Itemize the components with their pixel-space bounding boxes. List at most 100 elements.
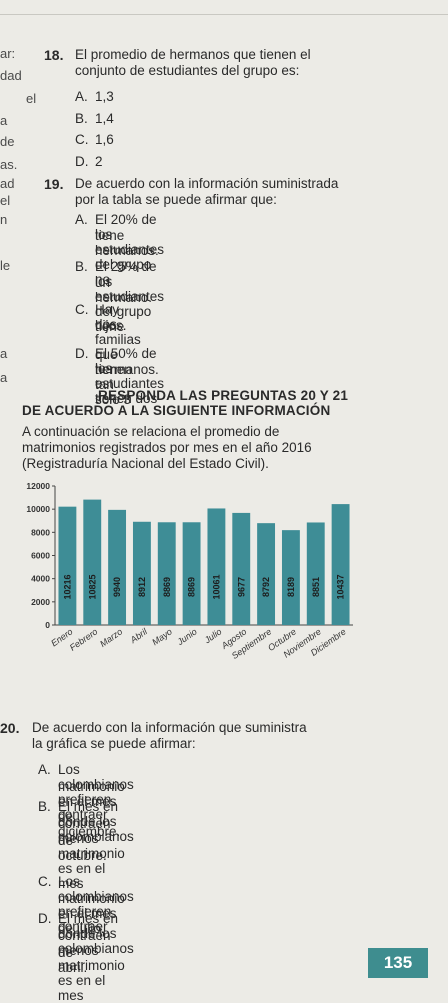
y-tick-label: 4000 bbox=[31, 574, 50, 584]
option-text: 1,3 bbox=[95, 89, 114, 104]
bar bbox=[207, 508, 226, 625]
option-text: 1,6 bbox=[95, 132, 114, 147]
question-20-number: 20. bbox=[0, 720, 20, 736]
top-divider bbox=[0, 14, 448, 15]
option-letter: A. bbox=[75, 212, 88, 227]
y-tick-label: 8000 bbox=[31, 527, 50, 537]
option-line: de octubre. bbox=[58, 833, 107, 863]
option-text: 2 bbox=[95, 154, 103, 169]
x-category-label: Febrero bbox=[68, 626, 100, 652]
bar bbox=[157, 522, 176, 625]
margin-fragment: ar: bbox=[0, 46, 16, 61]
bar-value-label: 8912 bbox=[137, 577, 147, 597]
option-line: matrimonio en el mes de diciembre. bbox=[58, 779, 125, 839]
bar-value-label: 8189 bbox=[286, 577, 296, 597]
margin-fragment: a bbox=[0, 346, 8, 361]
option-line: tiene hermanos. bbox=[95, 228, 159, 258]
option-letter: C. bbox=[38, 874, 52, 889]
bar-value-label: 8792 bbox=[261, 577, 271, 597]
marriages-bar-chart: 0 2000 4000 6000 8000 10000 12000 10216 Enero 108… bbox=[20, 480, 365, 710]
intro-line-3: (Registraduría Nacional del Estado Civil… bbox=[22, 456, 269, 471]
y-tick-label: 10000 bbox=[26, 504, 50, 514]
option-line: El 25% de los estudiantes del grupo tien… bbox=[95, 259, 165, 334]
margin-fragment: le bbox=[0, 258, 11, 273]
margin-fragment: n bbox=[0, 212, 8, 227]
margin-fragment: ad bbox=[0, 176, 15, 191]
bar-value-label: 10216 bbox=[62, 574, 72, 599]
option-line: El mes en donde los colombianos bbox=[58, 911, 134, 956]
question-19-line-2: por la tabla se puede afirmar que: bbox=[75, 192, 277, 207]
section-heading-line-2: DE ACUERDO A LA SIGUIENTE INFORMACIÓN bbox=[22, 403, 331, 418]
question-18-number: 18. bbox=[44, 47, 64, 63]
margin-fragment: el bbox=[26, 91, 37, 106]
chart-svg: 02000400060008000100001200010216Enero108… bbox=[26, 481, 353, 661]
bar-value-label: 8869 bbox=[162, 577, 172, 597]
option-line: hijos. bbox=[95, 318, 127, 333]
option-letter: D. bbox=[75, 154, 89, 169]
bar bbox=[331, 504, 350, 625]
intro-line-2: matrimonios registrados por mes en el añ… bbox=[22, 440, 312, 455]
option-line: Los colombianos prefieren contraer bbox=[58, 762, 134, 822]
x-category-label: Marzo bbox=[98, 626, 124, 649]
margin-fragment: a bbox=[0, 113, 8, 128]
question-20-line-2: la gráfica se puede afirmar: bbox=[32, 736, 196, 751]
x-category-label: Mayo bbox=[150, 626, 174, 647]
bar-value-label: 9940 bbox=[112, 577, 122, 597]
option-line: contraen menos matrimonio es en el mes bbox=[58, 816, 125, 891]
bar-value-label: 9677 bbox=[236, 577, 246, 597]
margin-fragment: as. bbox=[0, 157, 18, 172]
y-tick-label: 2000 bbox=[31, 597, 50, 607]
option-letter: A. bbox=[38, 762, 51, 777]
y-tick-label: 6000 bbox=[31, 551, 50, 561]
question-19-line-1: De acuerdo con la información suministra… bbox=[75, 176, 339, 191]
margin-fragment: de bbox=[0, 134, 15, 149]
bar-value-label: 10061 bbox=[211, 574, 221, 599]
option-line: Los colombianos prefieren contraer bbox=[58, 874, 134, 934]
option-line: matrimonio en el mes de julio. bbox=[58, 891, 125, 936]
margin-fragment: dad bbox=[0, 68, 22, 83]
bar bbox=[257, 523, 276, 625]
y-tick-label: 12000 bbox=[26, 481, 50, 491]
bar bbox=[182, 522, 201, 625]
margin-fragment: el bbox=[0, 193, 11, 208]
option-letter: B. bbox=[75, 259, 88, 274]
option-letter: A. bbox=[75, 89, 88, 104]
option-line: El 20% de los estudiantes del grupo no bbox=[95, 212, 165, 287]
option-letter: B. bbox=[75, 111, 88, 126]
bar-value-label: 8869 bbox=[187, 577, 197, 597]
intro-line-1: A continuación se relaciona el promedio … bbox=[22, 424, 280, 439]
option-line: hermanos. bbox=[95, 362, 159, 377]
bar bbox=[58, 506, 77, 625]
margin-fragment: a bbox=[0, 370, 8, 385]
option-text: 1,4 bbox=[95, 111, 114, 126]
bar bbox=[132, 521, 151, 625]
bar-value-label: 8851 bbox=[311, 577, 321, 597]
option-letter: C. bbox=[75, 302, 89, 317]
y-tick-label: 0 bbox=[45, 620, 50, 630]
option-line: Hay dos familias que tienen tan solo 3 bbox=[95, 302, 141, 407]
page-number-badge: 135 bbox=[368, 948, 428, 978]
bar bbox=[306, 522, 325, 625]
question-19-number: 19. bbox=[44, 176, 64, 192]
option-line: un hermano. bbox=[95, 275, 153, 305]
option-line: de abril. bbox=[58, 945, 88, 975]
option-letter: D. bbox=[75, 346, 89, 361]
option-letter: C. bbox=[75, 132, 89, 147]
bar-value-label: 10437 bbox=[336, 574, 346, 599]
x-category-label: Abril bbox=[128, 626, 150, 646]
bar bbox=[281, 530, 300, 625]
option-line: El mes en donde los colombianos bbox=[58, 799, 134, 844]
bar-value-label: 10825 bbox=[87, 574, 97, 599]
option-letter: B. bbox=[38, 799, 51, 814]
question-20-line-1: De acuerdo con la información que sumini… bbox=[32, 720, 307, 735]
option-letter: D. bbox=[38, 911, 52, 926]
bar bbox=[108, 509, 127, 625]
section-heading-line-1: RESPONDA LAS PREGUNTAS 20 Y 21 bbox=[98, 388, 349, 403]
bar bbox=[232, 512, 251, 625]
question-18-line-2: conjunto de estudiantes del grupo es: bbox=[75, 63, 300, 78]
option-line: El 50% de los estudiantes tienen dos bbox=[95, 346, 165, 406]
bar bbox=[83, 499, 102, 625]
question-18-line-1: El promedio de hermanos que tienen el bbox=[75, 47, 311, 62]
x-category-label: Junio bbox=[175, 626, 199, 647]
